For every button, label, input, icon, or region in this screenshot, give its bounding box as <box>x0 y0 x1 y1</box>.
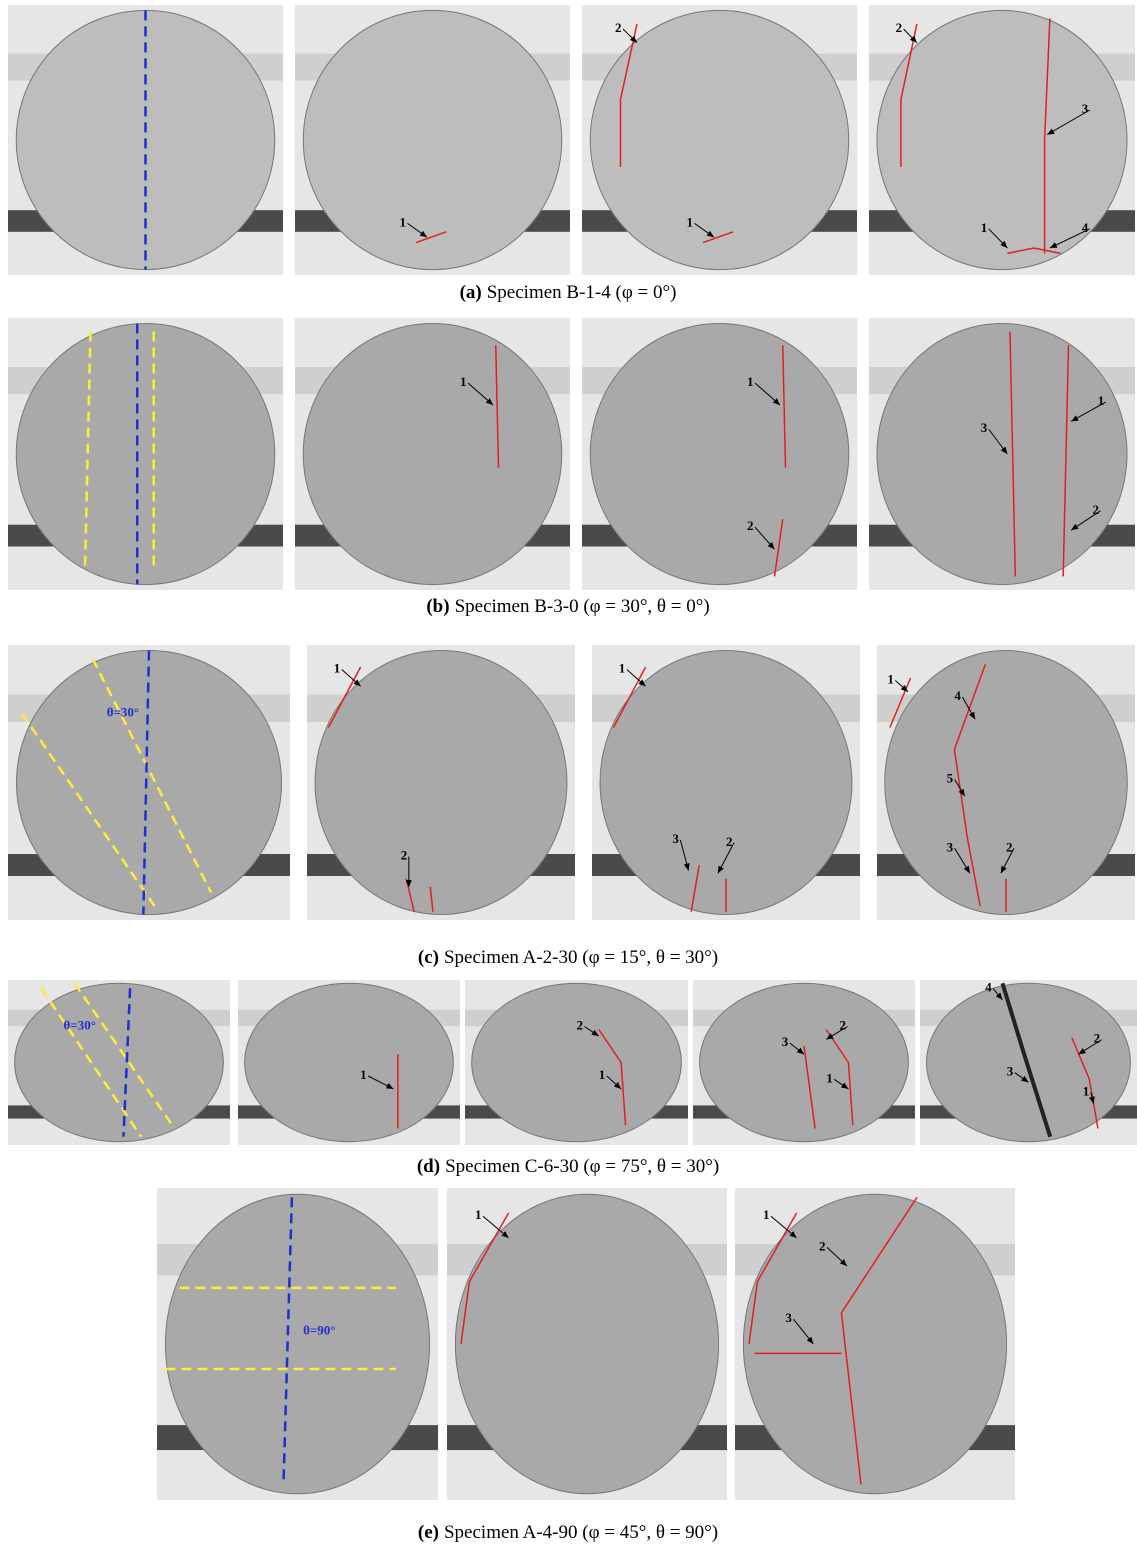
crack-label: 3 <box>947 839 954 854</box>
caption: (d)Specimen C-6-30 (φ = 75°, θ = 30°) <box>417 1156 719 1177</box>
panel: θ=30° <box>8 645 290 920</box>
caption-tag: (c) <box>418 947 439 968</box>
crack-label: 5 <box>947 771 954 786</box>
crack-label: 1 <box>460 374 467 389</box>
panel: 12 <box>307 645 575 920</box>
crack-label: 1 <box>1083 1084 1090 1099</box>
crack-label: 1 <box>599 1067 606 1082</box>
crack-label: 1 <box>763 1207 770 1222</box>
specimen-disk <box>700 983 909 1141</box>
specimen-disk <box>590 10 849 269</box>
crack-label: 4 <box>954 688 961 703</box>
caption-text: Specimen A-2-30 (φ = 15°, θ = 30°) <box>444 947 718 968</box>
specimen-disk <box>590 323 849 584</box>
crack-label: θ=30° <box>107 705 139 720</box>
crack-label: θ=90° <box>303 1323 335 1338</box>
crack-label: 2 <box>615 20 622 35</box>
panel: θ=30° <box>8 980 230 1145</box>
crack-label: 3 <box>785 1310 792 1325</box>
panel: θ=90° <box>157 1188 438 1500</box>
crack-label: 2 <box>1094 1031 1101 1046</box>
specimen-disk <box>455 1194 718 1494</box>
panel: 4 3 2 1 <box>920 980 1137 1145</box>
specimen-disk <box>877 323 1127 584</box>
crack-label: 1 <box>360 1067 367 1082</box>
crack-label: 3 <box>782 1034 789 1049</box>
caption-tag: (d) <box>417 1156 440 1177</box>
caption-tag: (b) <box>426 596 449 617</box>
caption-text: Specimen A-4-90 (φ = 45°, θ = 90°) <box>444 1522 718 1543</box>
crack-label: 1 <box>747 374 754 389</box>
caption-text: Specimen C-6-30 (φ = 75°, θ = 30°) <box>445 1156 719 1177</box>
crack-label: 2 <box>747 518 754 533</box>
caption-text: Specimen B-1-4 (φ = 0°) <box>487 282 677 303</box>
crack-label: 3 <box>981 420 988 435</box>
crack-label: 1 <box>887 672 894 687</box>
crack-label: 2 <box>819 1238 826 1253</box>
panel: 12 <box>582 318 857 590</box>
specimen-disk <box>303 10 562 269</box>
caption: (b) Specimen B-3-0 (φ = 30°, θ = 0°) <box>426 596 709 617</box>
specimen-disk <box>600 651 852 915</box>
panel <box>8 5 283 275</box>
panel: 312 <box>869 318 1135 590</box>
crack-label: 1 <box>826 1070 833 1085</box>
crack-label: 1 <box>475 1207 482 1222</box>
specimen-disk <box>885 651 1128 915</box>
specimen-disk <box>303 323 562 584</box>
crack-label: 2 <box>896 20 903 35</box>
panel: 321 <box>693 980 915 1145</box>
crack-label: 3 <box>1007 1064 1014 1079</box>
crack-label: 4 <box>985 980 992 995</box>
specimen-disk <box>165 1194 429 1494</box>
specimen-disk <box>15 983 224 1141</box>
panel <box>8 318 283 590</box>
caption: (e)Specimen A-4-90 (φ = 45°, θ = 90°) <box>418 1522 718 1543</box>
crack-label: 1 <box>400 214 407 229</box>
specimen-disk <box>16 323 275 584</box>
crack-label: 3 <box>672 831 679 846</box>
crack-label: 1 <box>334 661 341 676</box>
crack-label: θ=30° <box>64 1018 96 1033</box>
specimen-disk <box>472 983 682 1141</box>
crack-label: 1 <box>981 220 988 235</box>
specimen-disk <box>743 1194 1006 1494</box>
panel: 21 <box>465 980 688 1145</box>
panel: 21 <box>582 5 857 275</box>
crack-label: 2 <box>577 1018 584 1033</box>
crack-label: 2 <box>401 848 408 863</box>
panel: 1 <box>238 980 460 1145</box>
figure: 1212314(a)Specimen B-1-4 (φ = 0°)112312(… <box>0 0 1137 1562</box>
caption-tag: (a) <box>460 282 482 303</box>
crack-label: 1 <box>619 661 626 676</box>
panel: 1 <box>295 318 570 590</box>
caption: (c)Specimen A-2-30 (φ = 15°, θ = 30°) <box>418 947 718 968</box>
specimen-disk <box>877 10 1127 269</box>
caption-text: Specimen B-3-0 (φ = 30°, θ = 0°) <box>455 596 710 617</box>
panel: 1 <box>447 1188 727 1500</box>
crack-label: 1 <box>687 214 694 229</box>
specimen-disk <box>315 651 567 915</box>
panel: 1 2 3 <box>735 1188 1015 1500</box>
caption: (a)Specimen B-1-4 (φ = 0°) <box>460 282 677 303</box>
crack-label: 2 <box>1092 502 1099 517</box>
specimen-disk <box>245 983 454 1141</box>
panel: 1 <box>295 5 570 275</box>
caption-tag: (e) <box>418 1522 439 1543</box>
